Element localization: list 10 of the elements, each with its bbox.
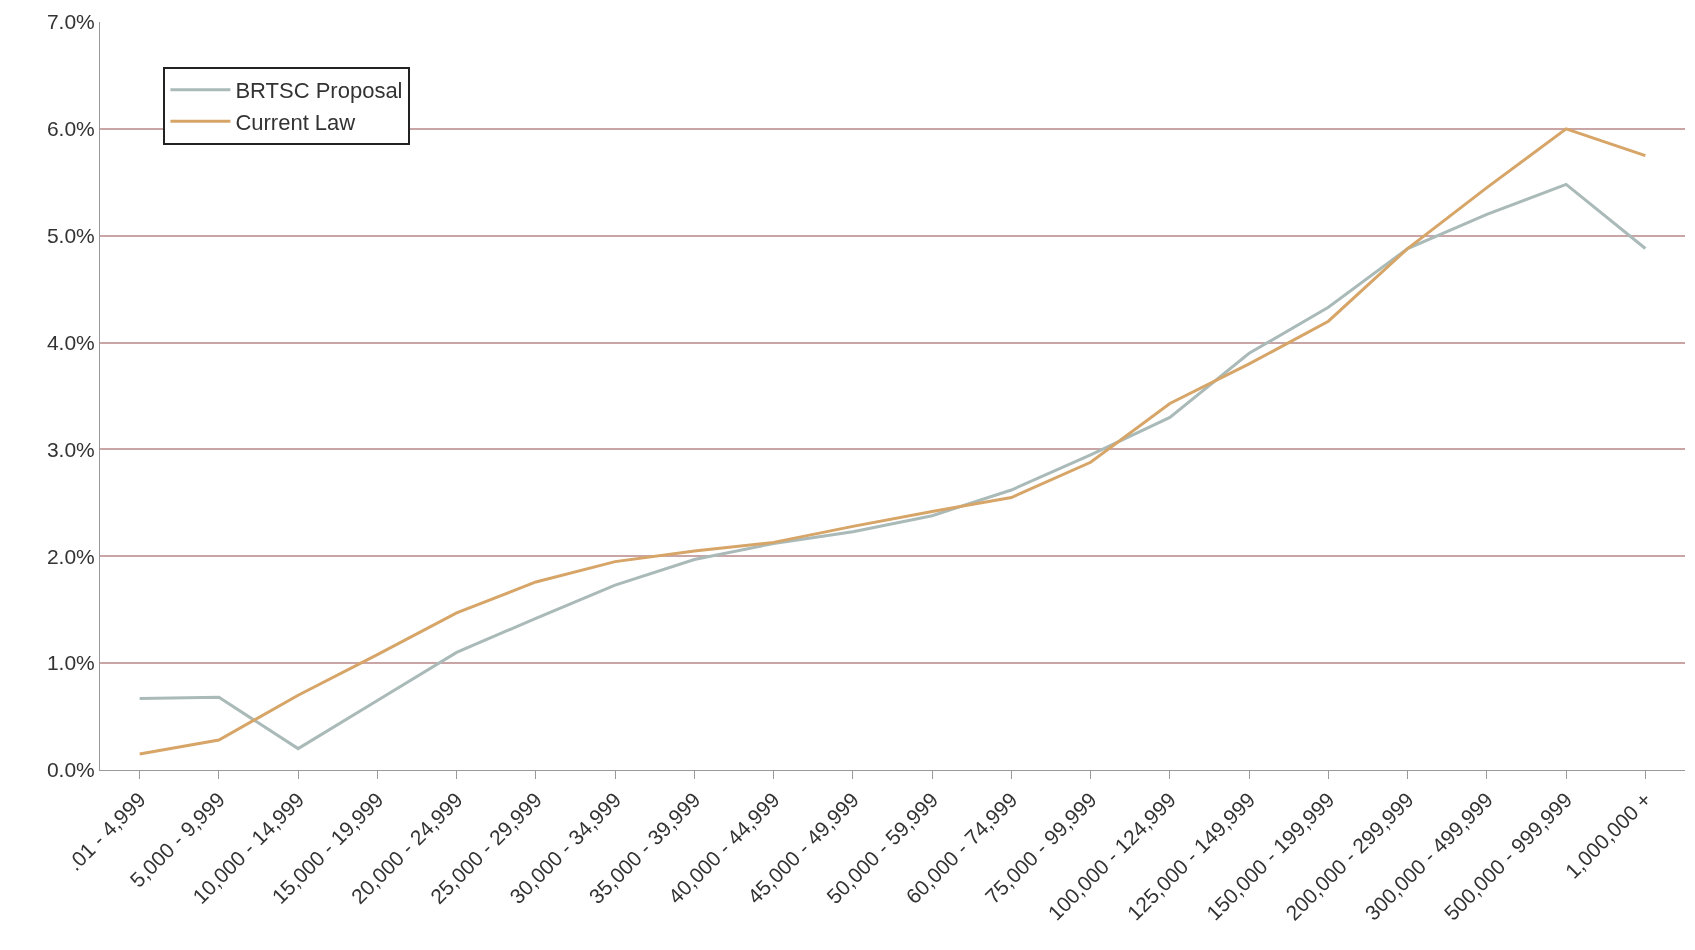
y-tick-label: 0.0% (46, 758, 95, 782)
legend-label: Current Law (235, 109, 356, 135)
legend-label: BRTSC Proposal (235, 78, 403, 104)
y-tick-label: 4.0% (46, 330, 95, 354)
y-tick-label: 2.0% (46, 544, 95, 568)
y-tick-label: 7.0% (46, 10, 95, 34)
y-tick-label: 5.0% (46, 224, 95, 248)
y-tick-label: 3.0% (46, 437, 95, 461)
y-tick-label: 1.0% (46, 651, 95, 675)
y-tick-label: 6.0% (46, 117, 95, 141)
